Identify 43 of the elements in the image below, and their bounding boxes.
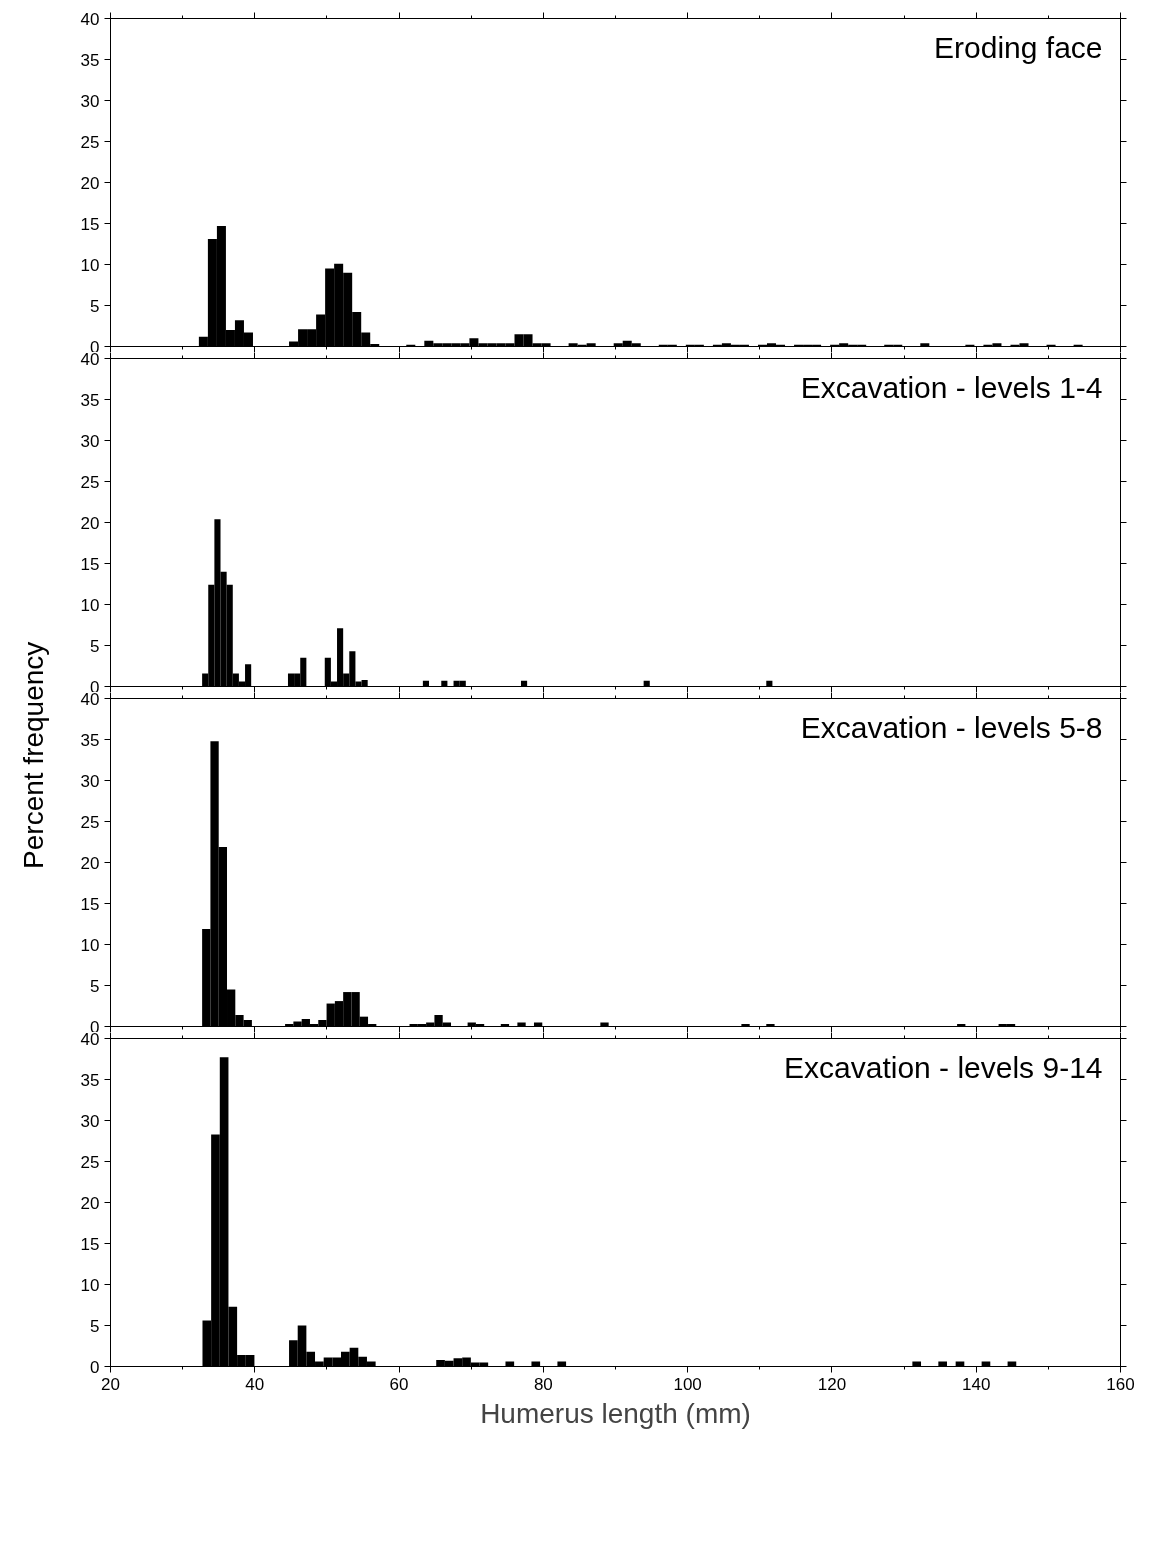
y-tick-label: 25 (80, 472, 100, 492)
y-tick-label: 20 (80, 173, 100, 193)
y-tick-label: 0 (90, 1357, 100, 1377)
x-tick-label: 120 (817, 1374, 847, 1394)
y-tick-label: 15 (80, 214, 100, 234)
x-tick-label: 140 (962, 1374, 991, 1394)
y-tick-label: 5 (90, 296, 100, 316)
y-tick-label: 5 (90, 636, 100, 656)
y-tick-label: 35 (80, 1070, 100, 1090)
y-tick-label: 15 (80, 894, 100, 914)
y-tick-label: 25 (80, 812, 100, 832)
y-tick-label: 15 (80, 554, 100, 574)
y-tick-label: 20 (80, 1193, 100, 1213)
y-tick-label: 35 (80, 50, 100, 70)
y-tick-label: 30 (80, 91, 100, 111)
x-axis-title: Humerus length (mm) (480, 1397, 751, 1429)
y-tick-label: 20 (80, 853, 100, 873)
chart-title: Excavation - levels 5-8 (800, 710, 1103, 744)
y-tick-label: 5 (90, 976, 100, 996)
chart-title: Eroding face (934, 30, 1103, 64)
y-tick-label: 10 (80, 595, 100, 615)
x-tick-label: 60 (389, 1374, 409, 1394)
y-tick-label: 30 (80, 1111, 100, 1131)
y-tick-label: 40 (80, 9, 100, 29)
y-tick-label: 35 (80, 390, 100, 410)
x-tick-label: 160 (1106, 1374, 1135, 1394)
x-tick-label: 80 (533, 1374, 553, 1394)
y-tick-label: 20 (80, 513, 100, 533)
y-tick-label: 25 (80, 1152, 100, 1172)
y-tick-label: 30 (80, 431, 100, 451)
y-tick-label: 15 (80, 1234, 100, 1254)
y-tick-label: 10 (80, 1275, 100, 1295)
x-tick-label: 40 (245, 1374, 265, 1394)
y-tick-label: 10 (80, 255, 100, 275)
y-tick-label: 30 (80, 771, 100, 791)
y-axis-title: Percent frequency (18, 641, 49, 869)
chart-title: Excavation - levels 9-14 (784, 1050, 1103, 1084)
x-tick-label: 100 (673, 1374, 702, 1394)
y-tick-label: 10 (80, 935, 100, 955)
y-tick-label: 35 (80, 730, 100, 750)
y-tick-label: 5 (90, 1316, 100, 1336)
y-tick-label: 25 (80, 132, 100, 152)
chart-title: Excavation - levels 1-4 (800, 370, 1103, 404)
